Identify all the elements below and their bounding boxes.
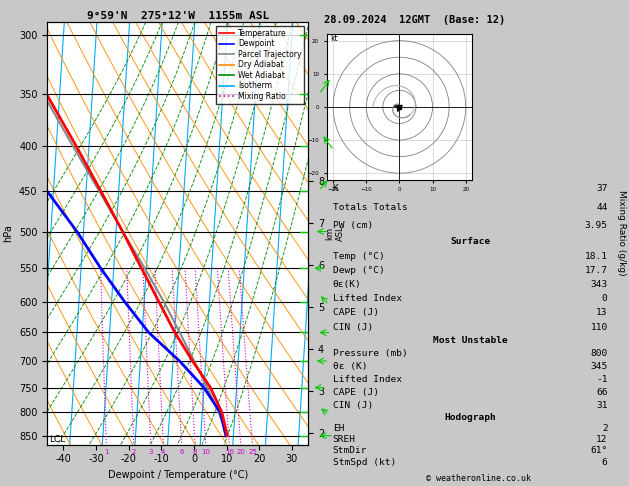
Text: 3.95: 3.95	[584, 221, 608, 230]
Text: 6: 6	[602, 458, 608, 467]
Text: 12: 12	[596, 435, 608, 444]
Text: 800: 800	[591, 349, 608, 358]
Text: 3: 3	[148, 449, 153, 455]
Text: PW (cm): PW (cm)	[333, 221, 373, 230]
Text: -1: -1	[596, 375, 608, 384]
Text: 2: 2	[602, 424, 608, 433]
Text: K: K	[333, 184, 338, 193]
Text: 17.7: 17.7	[584, 266, 608, 275]
Text: 31: 31	[596, 401, 608, 410]
Text: StmDir: StmDir	[333, 447, 367, 455]
Text: θε(K): θε(K)	[333, 280, 362, 289]
Text: Pressure (mb): Pressure (mb)	[333, 349, 408, 358]
Text: 28.09.2024  12GMT  (Base: 12): 28.09.2024 12GMT (Base: 12)	[324, 15, 505, 25]
Text: CIN (J): CIN (J)	[333, 401, 373, 410]
Text: CAPE (J): CAPE (J)	[333, 388, 379, 397]
Text: Surface: Surface	[450, 237, 490, 246]
Text: Dewp (°C): Dewp (°C)	[333, 266, 384, 275]
Text: 110: 110	[591, 323, 608, 332]
Text: EH: EH	[333, 424, 344, 433]
Text: SREH: SREH	[333, 435, 356, 444]
Text: 20: 20	[237, 449, 245, 455]
Text: © weatheronline.co.uk: © weatheronline.co.uk	[426, 474, 530, 483]
Text: 13: 13	[596, 309, 608, 317]
Text: Totals Totals: Totals Totals	[333, 203, 408, 212]
Legend: Temperature, Dewpoint, Parcel Trajectory, Dry Adiabat, Wet Adiabat, Isotherm, Mi: Temperature, Dewpoint, Parcel Trajectory…	[216, 26, 304, 104]
Text: θε (K): θε (K)	[333, 362, 367, 371]
Text: Mixing Ratio (g/kg): Mixing Ratio (g/kg)	[617, 191, 626, 276]
Text: 0: 0	[602, 294, 608, 303]
Text: 1: 1	[104, 449, 109, 455]
Text: 18.1: 18.1	[584, 252, 608, 260]
Text: Most Unstable: Most Unstable	[433, 336, 508, 345]
Text: CIN (J): CIN (J)	[333, 323, 373, 332]
Text: kt: kt	[330, 34, 337, 43]
Text: 8: 8	[193, 449, 198, 455]
Text: 345: 345	[591, 362, 608, 371]
Y-axis label: km
ASL: km ASL	[326, 226, 345, 241]
Text: Hodograph: Hodograph	[444, 413, 496, 422]
Text: Temp (°C): Temp (°C)	[333, 252, 384, 260]
Text: LCL: LCL	[49, 435, 65, 444]
Text: 16: 16	[225, 449, 234, 455]
Text: 44: 44	[596, 203, 608, 212]
Text: Lifted Index: Lifted Index	[333, 375, 402, 384]
Text: 4: 4	[161, 449, 165, 455]
Text: 37: 37	[596, 184, 608, 193]
Y-axis label: hPa: hPa	[3, 225, 13, 242]
X-axis label: Dewpoint / Temperature (°C): Dewpoint / Temperature (°C)	[108, 470, 248, 480]
Title: 9°59'N  275°12'W  1155m ASL: 9°59'N 275°12'W 1155m ASL	[87, 11, 269, 21]
Text: 6: 6	[179, 449, 184, 455]
Text: 25: 25	[248, 449, 257, 455]
Text: Lifted Index: Lifted Index	[333, 294, 402, 303]
Text: 66: 66	[596, 388, 608, 397]
Text: 343: 343	[591, 280, 608, 289]
Text: 2: 2	[131, 449, 136, 455]
Text: CAPE (J): CAPE (J)	[333, 309, 379, 317]
Text: 10: 10	[201, 449, 210, 455]
Text: StmSpd (kt): StmSpd (kt)	[333, 458, 396, 467]
Text: 61°: 61°	[591, 447, 608, 455]
